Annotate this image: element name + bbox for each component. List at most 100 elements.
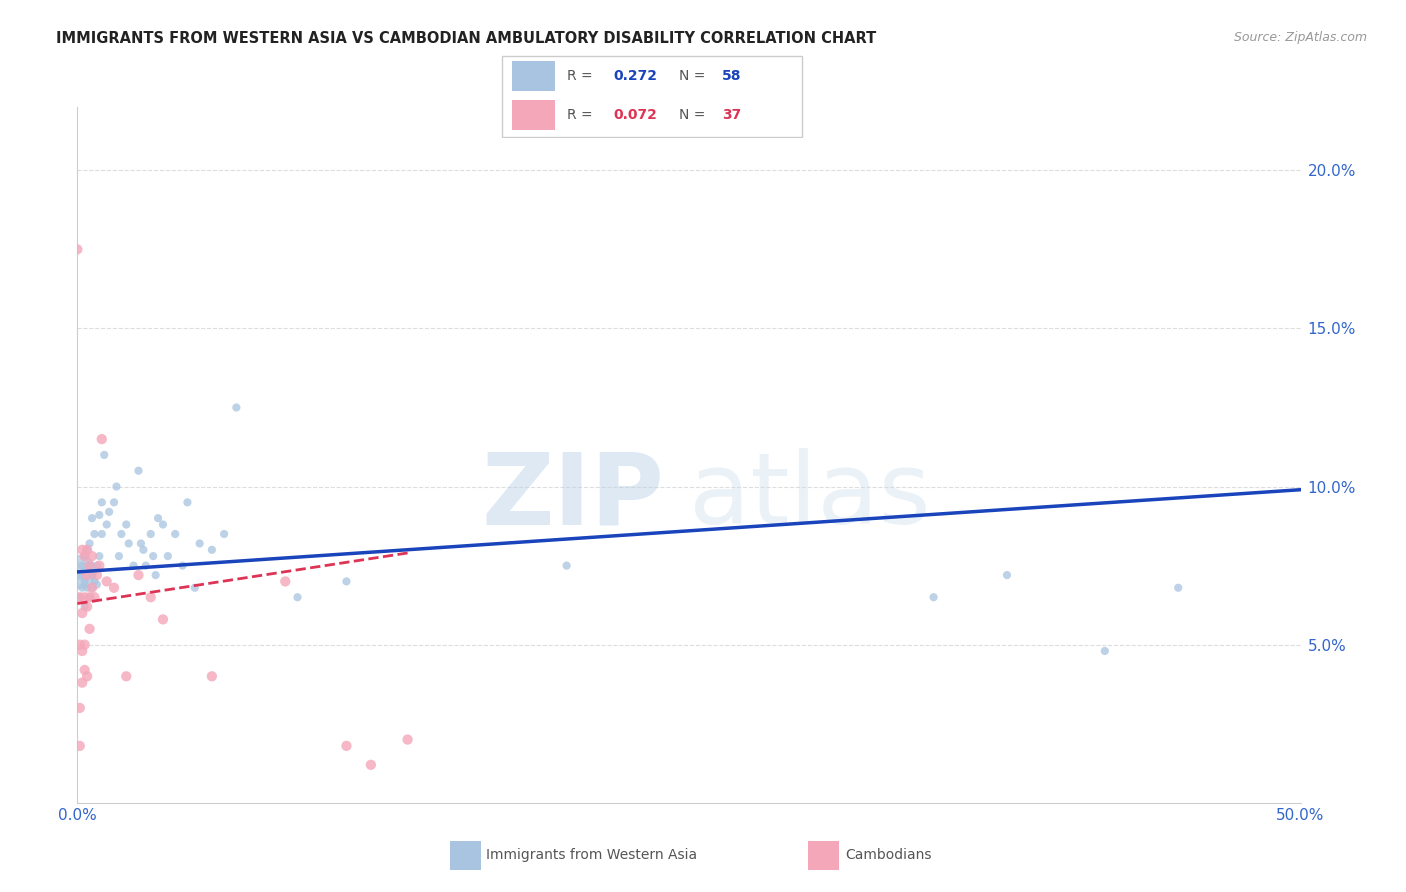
Point — [90, 495, 112, 509]
Point — [73, 549, 96, 563]
Point — [79, 591, 101, 605]
Point — [79, 622, 101, 636]
Point — [73, 638, 96, 652]
Text: N =: N = — [679, 108, 709, 122]
Point — [142, 549, 165, 563]
Point — [76, 542, 98, 557]
Point — [70, 606, 93, 620]
Point — [128, 568, 150, 582]
Point — [105, 479, 128, 493]
Point — [79, 591, 101, 605]
Point — [86, 558, 108, 573]
Point — [156, 549, 179, 563]
Point — [995, 568, 1018, 582]
Point — [79, 558, 101, 573]
Point — [73, 574, 96, 589]
Point — [69, 591, 91, 605]
Point — [69, 701, 91, 715]
Point — [79, 558, 101, 573]
Text: 0.072: 0.072 — [613, 108, 658, 122]
Point — [76, 599, 98, 614]
Point — [70, 581, 93, 595]
Bar — [512, 100, 555, 130]
Point — [118, 536, 141, 550]
Text: R =: R = — [567, 108, 598, 122]
Text: ZIP: ZIP — [482, 448, 665, 545]
Text: R =: R = — [567, 69, 598, 83]
Text: IMMIGRANTS FROM WESTERN ASIA VS CAMBODIAN AMBULATORY DISABILITY CORRELATION CHAR: IMMIGRANTS FROM WESTERN ASIA VS CAMBODIA… — [56, 31, 876, 46]
Point — [96, 574, 118, 589]
Point — [96, 517, 118, 532]
Text: 0.272: 0.272 — [613, 69, 658, 83]
Point — [83, 527, 105, 541]
Text: Source: ZipAtlas.com: Source: ZipAtlas.com — [1233, 31, 1367, 45]
Point — [176, 495, 198, 509]
Point — [89, 549, 111, 563]
Point — [152, 517, 174, 532]
Point — [135, 558, 157, 573]
Point — [86, 568, 108, 582]
Text: 37: 37 — [721, 108, 741, 122]
Point — [146, 511, 169, 525]
Point — [66, 243, 89, 257]
Point — [90, 432, 112, 446]
Point — [1167, 581, 1189, 595]
Point — [89, 508, 111, 522]
Point — [76, 568, 98, 582]
Point — [287, 591, 309, 605]
Point — [108, 549, 131, 563]
Point — [79, 536, 101, 550]
Point — [69, 591, 91, 605]
Point — [274, 574, 297, 589]
Point — [145, 568, 167, 582]
Point — [83, 591, 105, 605]
Point — [922, 591, 945, 605]
Point — [80, 581, 103, 595]
Text: Cambodians: Cambodians — [845, 848, 932, 863]
Point — [70, 644, 93, 658]
Point — [335, 574, 357, 589]
Point — [80, 568, 103, 582]
Point — [115, 517, 138, 532]
Point — [201, 542, 224, 557]
Point — [201, 669, 224, 683]
Point — [188, 536, 211, 550]
Point — [80, 511, 103, 525]
Point — [115, 669, 138, 683]
Point — [555, 558, 578, 573]
Point — [86, 577, 108, 591]
Point — [76, 542, 98, 557]
Point — [129, 536, 152, 550]
Point — [139, 591, 162, 605]
Point — [73, 591, 96, 605]
Point — [103, 495, 125, 509]
Point — [69, 565, 91, 579]
Text: atlas: atlas — [689, 448, 931, 545]
Point — [172, 558, 194, 573]
FancyBboxPatch shape — [502, 56, 803, 136]
Point — [89, 558, 111, 573]
Point — [110, 527, 132, 541]
Point — [139, 527, 162, 541]
Point — [360, 757, 382, 772]
Point — [76, 669, 98, 683]
Point — [152, 612, 174, 626]
Point — [128, 464, 150, 478]
Point — [93, 448, 115, 462]
Point — [80, 549, 103, 563]
Point — [212, 527, 235, 541]
Point — [98, 505, 121, 519]
Point — [132, 542, 155, 557]
Text: 58: 58 — [721, 69, 741, 83]
Point — [70, 542, 93, 557]
Text: N =: N = — [679, 69, 709, 83]
Text: Immigrants from Western Asia: Immigrants from Western Asia — [486, 848, 697, 863]
Point — [83, 574, 105, 589]
Point — [76, 581, 98, 595]
Point — [69, 739, 91, 753]
Point — [70, 675, 93, 690]
Point — [165, 527, 187, 541]
Point — [69, 568, 91, 582]
Point — [335, 739, 357, 753]
Point — [184, 581, 207, 595]
